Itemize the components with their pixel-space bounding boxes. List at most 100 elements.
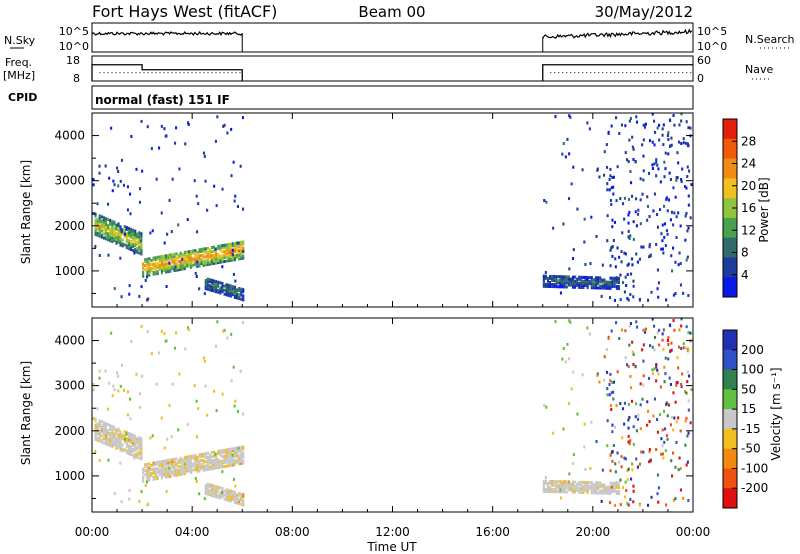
band-1-velocity-cell — [94, 417, 97, 421]
band-1-power-cell — [113, 228, 116, 232]
band-2-velocity-cell — [221, 455, 224, 459]
scatter-echo-velocity-cell — [196, 435, 199, 439]
band-4-velocity-cell — [603, 485, 606, 489]
scatter-echo-velocity-cell — [193, 384, 196, 388]
scatter-echo-power-cell — [686, 229, 689, 233]
band-2-velocity-cell — [165, 467, 168, 471]
scatter-echo-velocity-cell — [223, 328, 226, 332]
band-1-power-cell — [115, 227, 118, 231]
band-2-velocity-cell — [146, 472, 149, 476]
band-4-velocity-cell — [580, 480, 583, 484]
scatter-echo-velocity-cell — [687, 331, 690, 335]
band-1-velocity-cell — [100, 434, 103, 438]
band-2-power-cell — [160, 259, 163, 263]
band-2-velocity-cell — [173, 467, 176, 471]
band-3-power-cell — [206, 285, 209, 289]
band-1-velocity-cell — [117, 439, 120, 443]
band-1-velocity-cell — [94, 427, 97, 431]
band-2-power-cell — [188, 250, 191, 254]
scatter-echo-velocity-cell — [175, 331, 178, 335]
scatter-echo-power-cell — [595, 235, 598, 238]
band-4-velocity-cell — [551, 488, 554, 491]
band-1-velocity-cell — [102, 423, 105, 427]
band-1-power-cell — [117, 232, 120, 236]
band-3-velocity-cell — [231, 496, 234, 500]
time-x-axis: 00:00 04:00 08:00 12:00 16:00 20:00 00:00 — [75, 113, 710, 539]
band-1-power-cell — [136, 234, 139, 238]
band-4-power-cell — [590, 286, 593, 290]
band-4-velocity-cell — [546, 483, 549, 487]
band-1-velocity-cell — [130, 451, 133, 454]
scatter-echo-power-cell — [196, 260, 199, 264]
band-3-velocity-cell — [238, 502, 241, 506]
cpid-panel: CPID normal (fast) 151 IF — [8, 85, 694, 110]
band-2-velocity-cell — [236, 446, 239, 450]
scatter-echo-velocity-cell — [606, 419, 609, 423]
band-4-velocity-cell — [549, 490, 552, 493]
scatter-echo-power-cell — [661, 133, 664, 137]
scatter-echo-power-cell — [685, 258, 688, 262]
band-2-velocity-cell — [160, 460, 163, 463]
band-2-power-cell — [173, 254, 176, 258]
band-1-power-cell — [134, 231, 137, 235]
velocity-colorbar-tick-label: -100 — [741, 461, 768, 475]
scatter-echo-power-cell — [626, 263, 629, 267]
scatter-echo-power-cell — [685, 120, 688, 124]
band-1-power-cell — [140, 250, 143, 254]
band-2-velocity-cell — [225, 454, 228, 458]
band-2-velocity-cell — [146, 468, 149, 472]
band-4-power-cell — [611, 278, 614, 282]
band-3-velocity-cell — [227, 499, 230, 502]
scatter-echo-power-cell — [568, 152, 571, 156]
band-2-power-cell — [142, 274, 145, 278]
scatter-echo-velocity-cell — [671, 474, 674, 478]
band-2-velocity-cell — [171, 466, 174, 470]
band-4-power-cell — [584, 280, 587, 283]
scatter-echo-velocity-cell — [562, 347, 565, 350]
scatter-echo-velocity-cell — [686, 370, 689, 374]
band-4-velocity-cell — [603, 487, 606, 491]
scatter-echo-power-cell — [120, 295, 123, 299]
band-4-power-cell — [605, 286, 608, 290]
band-2-velocity-cell — [185, 467, 188, 471]
band-2-power-cell — [227, 243, 230, 246]
band-1-power-cell — [115, 241, 118, 245]
band-2-power-cell — [190, 249, 193, 253]
band-4-power-cell — [582, 282, 585, 285]
scatter-echo-power-cell — [111, 189, 114, 193]
band-2-power-cell — [242, 242, 245, 246]
scatter-echo-power-cell — [187, 121, 190, 125]
band-2-velocity-cell — [167, 473, 170, 477]
band-1-velocity-cell — [125, 445, 128, 449]
scatter-echo-velocity-cell — [563, 481, 566, 484]
band-3-power-cell — [208, 284, 211, 288]
band-4-power-cell — [586, 276, 589, 279]
band-2-power-cell — [142, 272, 145, 276]
band-4-velocity-cell — [555, 488, 558, 492]
scatter-echo-power-cell — [139, 187, 142, 191]
band-2-power-cell — [167, 253, 170, 257]
scatter-echo-velocity-cell — [130, 340, 133, 343]
band-2-power-cell — [152, 272, 155, 276]
band-1-velocity-cell — [130, 453, 133, 457]
scatter-echo-velocity-cell — [626, 468, 629, 472]
band-2-velocity-cell — [219, 449, 222, 453]
band-4-velocity-cell — [563, 486, 566, 490]
band-3-velocity-cell — [231, 494, 234, 498]
scatter-echo-power-cell — [150, 147, 153, 151]
scatter-echo-power-cell — [195, 194, 198, 198]
scatter-echo-velocity-cell — [660, 437, 663, 441]
band-1-power-cell — [111, 231, 114, 235]
band-2-velocity-cell — [223, 456, 226, 460]
band-1-power-cell — [107, 238, 110, 242]
scatter-echo-power-cell — [655, 174, 658, 178]
scatter-echo-velocity-cell — [138, 405, 141, 409]
band-1-power-cell — [113, 220, 116, 224]
scatter-echo-power-cell — [632, 157, 635, 161]
scatter-echo-velocity-cell — [628, 324, 631, 328]
band-1-power-cell — [138, 233, 141, 237]
band-4-velocity-cell — [588, 481, 591, 485]
band-3-velocity-cell — [242, 493, 245, 497]
scatter-echo-power-cell — [543, 199, 546, 202]
scatter-echo-power-cell — [569, 115, 572, 119]
